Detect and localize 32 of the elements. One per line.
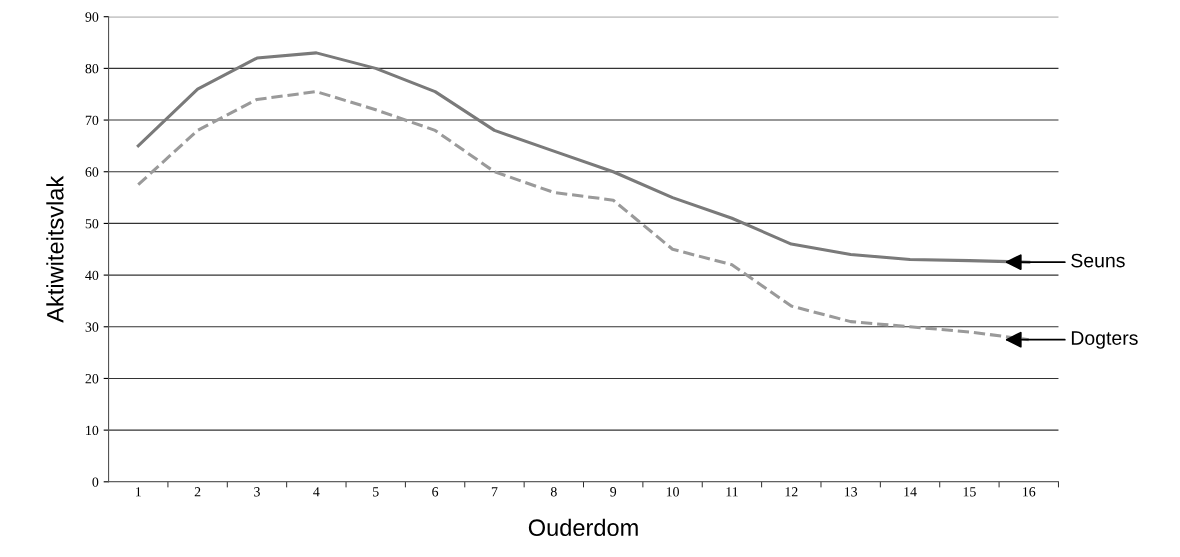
y-tick-label: 70 — [85, 115, 99, 126]
y-tick-label: 30 — [85, 322, 99, 332]
x-tick-label: 10 — [666, 487, 679, 497]
y-tick-label: 0 — [92, 477, 99, 487]
y-tick-label: 20 — [85, 374, 99, 384]
text: Seuns — [1071, 253, 1125, 268]
y-axis-title: Aktiwiteitsvlak — [46, 175, 64, 323]
x-axis-title: Ouderdom — [528, 518, 638, 537]
x-tick-label: 11 — [726, 487, 738, 497]
x-tick-label: 14 — [904, 487, 917, 497]
x-tick-label: 7 — [491, 487, 498, 497]
x-tick-label: 16 — [1023, 487, 1036, 497]
x-tick-label: 9 — [610, 487, 617, 497]
x-tick-label: 15 — [963, 487, 976, 497]
y-tick-label: 60 — [85, 167, 99, 177]
text: Dogters — [1071, 331, 1138, 349]
x-tick-label: 5 — [373, 487, 379, 497]
y-tick-label: 90 — [85, 12, 99, 22]
y-tick-label: 10 — [86, 425, 99, 436]
line-series — [136, 51, 1031, 264]
x-tick-label: 3 — [254, 487, 260, 497]
x-tick-label: 6 — [432, 487, 439, 497]
y-tick-label: 80 — [85, 63, 99, 74]
x-tick-label: 8 — [550, 487, 557, 497]
y-tick-label: 50 — [85, 219, 99, 229]
line-series — [136, 90, 1031, 342]
x-tick-label: 1 — [135, 487, 141, 497]
x-tick-label: 2 — [194, 487, 201, 497]
x-tick-label: 12 — [785, 487, 798, 497]
x-tick-label: 4 — [313, 487, 320, 497]
y-tick-label: 40 — [85, 270, 99, 281]
x-tick-label: 13 — [844, 487, 858, 497]
